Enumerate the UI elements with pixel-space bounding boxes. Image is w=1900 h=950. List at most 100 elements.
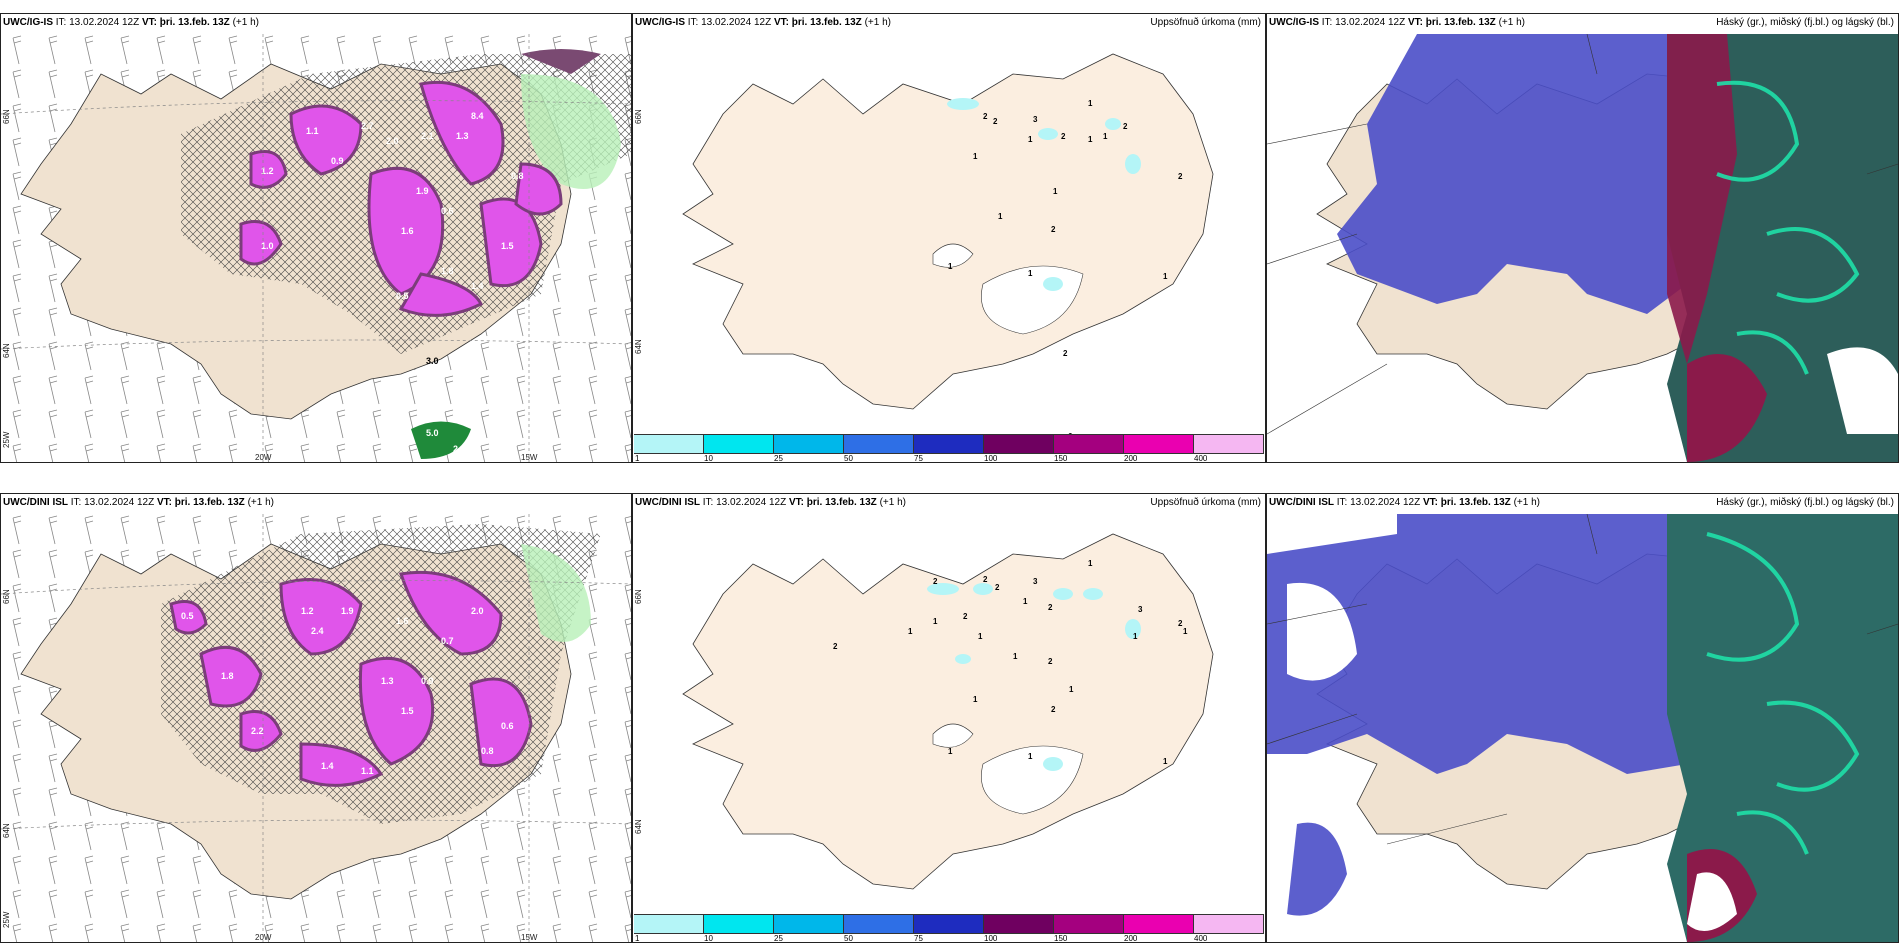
lon-label-20w: 20W: [255, 453, 272, 462]
cloud-cover-map[interactable]: [1267, 514, 1898, 942]
iceland-landmass: [682, 533, 1214, 890]
svg-text:1: 1: [1069, 685, 1074, 694]
svg-text:3.0: 3.0: [426, 356, 439, 366]
svg-text:1.3: 1.3: [381, 676, 394, 686]
svg-text:1: 1: [1028, 269, 1033, 278]
svg-text:1.9: 1.9: [416, 186, 429, 196]
colorbar-label: 200: [1124, 454, 1138, 463]
svg-text:1.5: 1.5: [501, 241, 514, 251]
svg-text:1: 1: [908, 627, 913, 636]
accum-precip-map[interactable]: 1 2 2 2 3 1 2 2 1 1 3 2 1 1 2 2 1 1 1 2 …: [633, 514, 1265, 924]
svg-text:1: 1: [1103, 132, 1108, 141]
colorbar-swatch: [704, 435, 774, 453]
colorbar-swatch: [1124, 915, 1194, 933]
svg-text:1: 1: [1088, 135, 1093, 144]
svg-text:1: 1: [1163, 757, 1168, 766]
colorbar-label: 75: [914, 934, 923, 943]
colorbar-label: 150: [1054, 934, 1068, 943]
svg-text:1: 1: [1088, 99, 1093, 108]
svg-text:1: 1: [1088, 559, 1093, 568]
lat-label-66: 66N: [634, 109, 643, 124]
svg-text:1: 1: [933, 617, 938, 626]
colorbar-swatch: [914, 915, 984, 933]
svg-text:1.3: 1.3: [456, 131, 469, 141]
colorbar-label: 50: [844, 454, 853, 463]
lat-label-64: 64N: [634, 339, 643, 354]
colorbar-label: 25: [774, 454, 783, 463]
svg-text:1: 1: [1023, 597, 1028, 606]
lon-label-20w: 20W: [255, 933, 272, 942]
lat-label-64: 64N: [634, 819, 643, 834]
svg-text:1.8: 1.8: [441, 266, 454, 276]
svg-text:2.7: 2.7: [361, 121, 374, 131]
colorbar-swatch: [1194, 915, 1264, 933]
svg-text:1: 1: [973, 152, 978, 161]
colorbar-swatch: [704, 915, 774, 933]
colorbar-label: 10: [704, 934, 713, 943]
svg-text:2: 2: [833, 642, 838, 651]
svg-text:1: 1: [973, 695, 978, 704]
svg-text:1: 1: [1013, 652, 1018, 661]
svg-text:0.5: 0.5: [396, 291, 409, 301]
low-cloud: [1267, 514, 1687, 774]
lon-label-15w: 15W: [521, 453, 538, 462]
precip-point-values: 1 2 2 2 3 1 2 2 1 1 3 2 1 1 2 2 1 1 1 2 …: [833, 559, 1188, 766]
svg-text:1.2: 1.2: [261, 166, 274, 176]
precip-values: 1.2 2.4 1.6 0.7 1.5 1.3 0.6 2.0 1.9 1.8 …: [181, 606, 514, 776]
colorbar-swatch: [774, 915, 844, 933]
colorbar-label: 400: [1194, 934, 1208, 943]
lon-label-15w: 15W: [521, 933, 538, 942]
low-cloud: [1337, 34, 1687, 314]
lat-label-66: 66N: [2, 109, 11, 124]
svg-text:1.4: 1.4: [321, 761, 334, 771]
lat-label-25w: 25W: [2, 431, 11, 448]
panel-top-middle: UWC/IG-IS IT: 13.02.2024 12Z VT: þri. 13…: [632, 13, 1266, 463]
lat-label-66: 66N: [2, 589, 11, 604]
colorbar-label: 100: [984, 934, 998, 943]
svg-text:2: 2: [1123, 122, 1128, 131]
svg-text:3: 3: [1138, 605, 1143, 614]
svg-text:2: 2: [983, 112, 988, 121]
precip-colorbar: [634, 914, 1264, 934]
colorbar-label: 100: [984, 454, 998, 463]
wind-precip-map[interactable]: 1.2 2.4 1.6 0.7 1.5 1.3 0.6 2.0 1.9 1.8 …: [1, 514, 631, 942]
panel-header: UWC/DINI ISL IT: 13.02.2024 12Z VT: þri.…: [3, 497, 274, 508]
svg-text:2.0: 2.0: [386, 136, 399, 146]
svg-text:1: 1: [948, 747, 953, 756]
svg-text:0.9: 0.9: [421, 676, 434, 686]
precip-values: 1.1 2.0 2.1 1.3 0.9 1.6 1.9 1.4 0.6 1.5 …: [261, 111, 524, 301]
wind-precip-map[interactable]: 1.1 2.0 2.1 1.3 0.9 1.6 1.9 1.4 0.6 1.5 …: [1, 34, 631, 462]
svg-text:2: 2: [1178, 619, 1183, 628]
svg-text:2.1: 2.1: [421, 131, 434, 141]
colorbar-swatch: [1124, 435, 1194, 453]
svg-text:2: 2: [995, 583, 1000, 592]
svg-text:5.0: 5.0: [426, 428, 439, 438]
accum-precip-map[interactable]: 1 2 2 3 1 2 1 2 1 2 1 1 2 1 1 1 1 2 6 66…: [633, 34, 1265, 444]
svg-text:1: 1: [998, 212, 1003, 221]
precip-cells: [169, 570, 533, 787]
svg-text:1.5: 1.5: [401, 706, 414, 716]
lat-label-64: 64N: [2, 823, 11, 838]
lat-label-66: 66N: [634, 589, 643, 604]
svg-text:1: 1: [1133, 632, 1138, 641]
panel-bottom-left: UWC/DINI ISL IT: 13.02.2024 12Z VT: þri.…: [0, 493, 632, 943]
colorbar-label: 400: [1194, 454, 1208, 463]
colorbar-label: 10: [704, 454, 713, 463]
svg-text:2: 2: [1178, 172, 1183, 181]
colorbar-swatch: [634, 435, 704, 453]
svg-text:1: 1: [1163, 272, 1168, 281]
cloud-cover-map[interactable]: [1267, 34, 1898, 462]
light-precip-patches: [947, 98, 1141, 291]
svg-text:2: 2: [933, 577, 938, 586]
colorbar-label: 50: [844, 934, 853, 943]
colorbar-swatch: [844, 435, 914, 453]
lat-label-25w: 25W: [2, 911, 11, 928]
colorbar-swatch: [984, 435, 1054, 453]
colorbar-label: 75: [914, 454, 923, 463]
colorbar-swatch: [634, 915, 704, 933]
svg-text:1: 1: [1028, 752, 1033, 761]
svg-text:2.4: 2.4: [311, 626, 324, 636]
svg-text:2: 2: [1061, 132, 1066, 141]
panel-header: UWC/DINI ISL IT: 13.02.2024 12Z VT: þri.…: [1269, 497, 1540, 508]
svg-text:2: 2: [1063, 349, 1068, 358]
